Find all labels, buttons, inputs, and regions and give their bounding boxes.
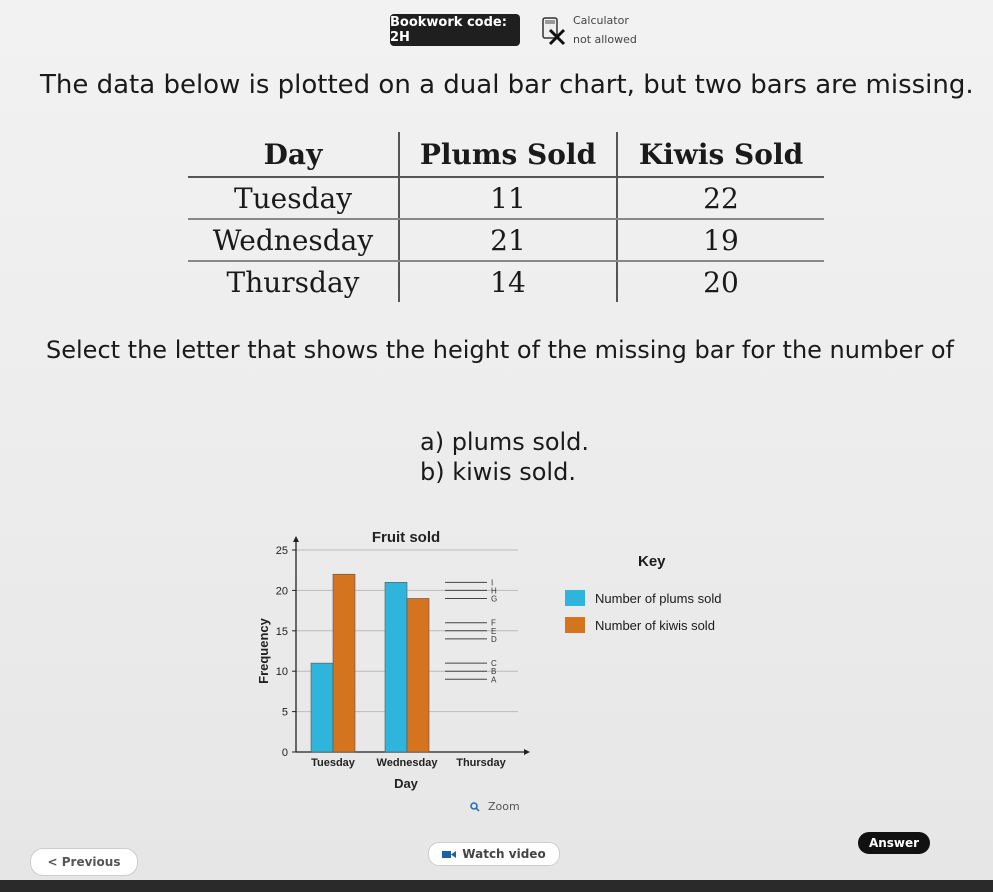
bar-kiwis-wednesday <box>406 598 430 753</box>
table-cell: Thursday <box>188 261 400 302</box>
y-tick-label: 5 <box>282 707 288 719</box>
magnifier-icon <box>470 801 480 812</box>
table-cell: 11 <box>399 177 618 220</box>
option-mark-label: D <box>491 635 497 644</box>
table-cell: 21 <box>399 219 618 262</box>
table-header-cell: Plums Sold <box>399 132 618 178</box>
table-row: Tuesday 11 22 <box>188 177 824 220</box>
table-cell: 20 <box>703 265 739 299</box>
table-cell: 22 <box>617 177 824 220</box>
key-label-kiwis: Number of kiwis sold <box>595 618 715 633</box>
key-title: Key <box>638 553 666 570</box>
question-item-a: a) plums sold. <box>420 428 590 456</box>
video-icon <box>442 850 457 858</box>
previous-button[interactable]: < Previous <box>30 848 138 876</box>
table-cell: 19 <box>617 219 824 262</box>
y-tick-label: 0 <box>282 747 288 759</box>
y-tick-label: 20 <box>276 585 288 597</box>
table-header-cell: Day <box>188 132 400 178</box>
watch-video-label: Watch video <box>462 847 546 861</box>
x-tick-label: Tuesday <box>311 757 356 769</box>
intro-text: The data below is plotted on a dual bar … <box>40 70 974 100</box>
calculator-not-allowed-icon <box>542 17 566 46</box>
table-row: Thursday 14 20 <box>188 261 824 302</box>
table-cell: Wednesday <box>188 219 400 262</box>
key-swatch-kiwis <box>565 617 585 633</box>
bottom-bar <box>0 880 993 892</box>
zoom-label: Zoom <box>488 800 520 813</box>
y-axis-label: Frequency <box>256 617 271 684</box>
question-item-b: b) kiwis sold. <box>420 458 576 486</box>
x-axis-arrow <box>524 749 530 755</box>
calculator-status: not allowed <box>573 33 637 46</box>
key-swatch-plums <box>565 590 585 606</box>
option-mark-label: A <box>491 675 497 684</box>
table-cell: Tuesday <box>188 177 400 220</box>
x-axis-label: Day <box>394 776 419 791</box>
y-axis-arrow <box>293 536 299 542</box>
y-tick-label: 25 <box>276 545 288 557</box>
answer-button[interactable]: Answer <box>858 832 930 854</box>
bar-plums-wednesday <box>384 582 408 753</box>
table-header-row: Day Plums Sold Kiwis Sold <box>188 132 824 178</box>
option-mark-label: I <box>491 578 493 587</box>
calculator-title: Calculator <box>573 14 629 27</box>
option-mark-label: G <box>491 594 497 603</box>
fruit-sold-chart: Fruit sold 0 5 10 15 20 25 Tuesday Wednesday Thur… <box>256 529 530 791</box>
watch-video-button[interactable]: Watch video <box>428 842 560 866</box>
question-text: Select the letter that shows the height … <box>46 336 954 364</box>
table-row: Wednesday 21 19 <box>188 219 824 262</box>
x-tick-label: Wednesday <box>377 757 439 769</box>
table-cell: 14 <box>399 261 618 302</box>
table-header-cell: Kiwis Sold <box>617 132 824 178</box>
bookwork-code-badge: Bookwork code: 2H <box>390 14 520 46</box>
option-mark-label: B <box>491 667 496 676</box>
key-label-plums: Number of plums sold <box>595 591 722 606</box>
y-tick-label: 15 <box>276 626 288 638</box>
option-mark-label: H <box>491 586 497 595</box>
option-mark-label: C <box>491 659 497 668</box>
data-table: Day Plums Sold Kiwis Sold Tuesday 11 22 … <box>188 132 824 302</box>
bar-plums-tuesday <box>310 662 334 753</box>
chart-title: Fruit sold <box>372 529 440 546</box>
y-tick-label: 10 <box>276 666 288 678</box>
x-tick-label: Thursday <box>456 757 506 769</box>
option-mark-label: F <box>491 619 496 628</box>
zoom-button[interactable]: Zoom <box>470 800 520 813</box>
option-mark-label: E <box>491 627 496 636</box>
bar-kiwis-tuesday <box>332 573 356 753</box>
